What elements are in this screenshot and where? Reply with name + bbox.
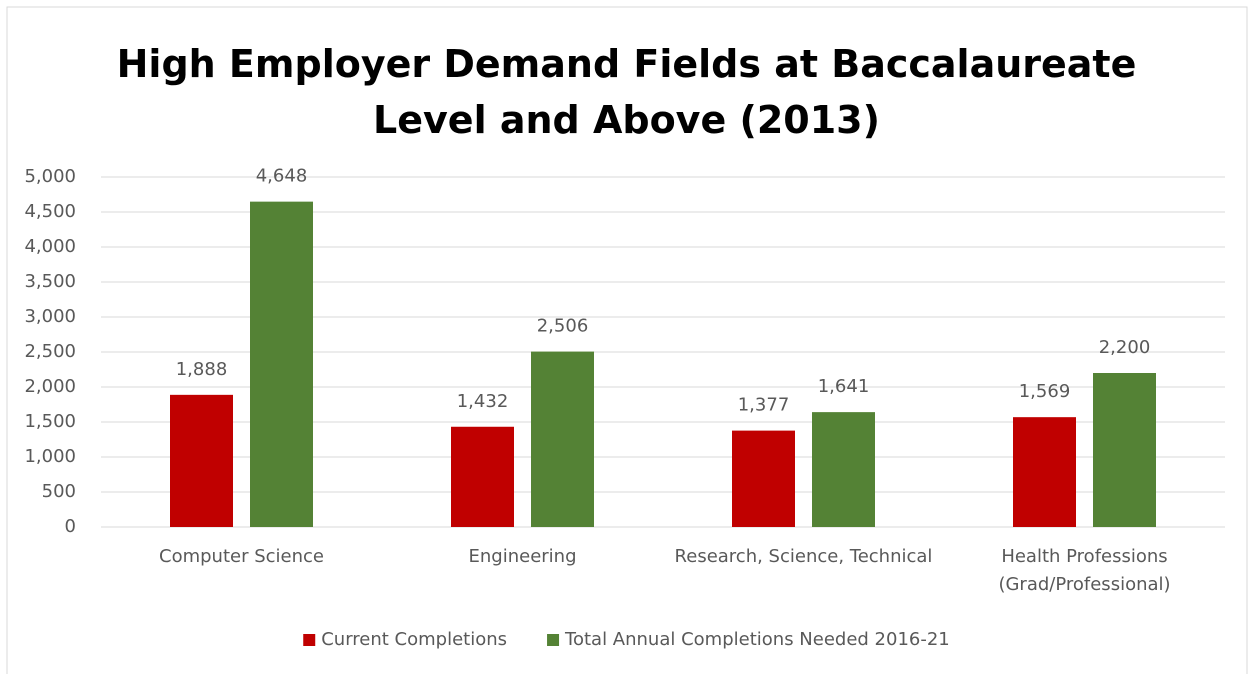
y-tick-label: 4,000 — [24, 236, 76, 257]
y-tick-label: 500 — [42, 481, 76, 502]
y-tick-label: 4,500 — [24, 201, 76, 222]
y-tick-label: 3,500 — [24, 271, 76, 292]
y-tick-label: 2,500 — [24, 341, 76, 362]
legend-label: Total Annual Completions Needed 2016-21 — [564, 629, 950, 650]
x-tick-label: Health Professions (Grad/Professional) — [998, 546, 1171, 595]
x-tick-label: Computer Science — [159, 546, 324, 567]
bar — [170, 394, 233, 527]
bar — [1013, 417, 1076, 527]
data-label: 1,569 — [1019, 381, 1071, 402]
legend-label: Current Completions — [321, 629, 507, 650]
legend-swatch — [303, 634, 316, 646]
bar — [451, 426, 514, 527]
bar — [531, 351, 594, 527]
y-tick-label: 1,500 — [24, 411, 76, 432]
data-label: 2,506 — [537, 316, 589, 337]
chart-title: High Employer Demand Fields at Baccalaur… — [116, 42, 1137, 142]
y-tick-label: 2,000 — [24, 376, 76, 397]
x-tick-label: Engineering — [468, 546, 577, 567]
data-label: 4,648 — [256, 166, 308, 187]
data-label: 2,200 — [1099, 337, 1151, 358]
data-label: 1,641 — [818, 376, 870, 397]
data-label: 1,888 — [176, 359, 228, 380]
bar — [1093, 373, 1156, 527]
legend-swatch — [547, 634, 560, 646]
bar — [732, 430, 795, 527]
y-tick-label: 3,000 — [24, 306, 76, 327]
x-tick-label: Research, Science, Technical — [674, 546, 933, 567]
bar — [250, 201, 313, 527]
data-label: 1,377 — [738, 395, 790, 416]
data-label: 1,432 — [457, 391, 509, 412]
bar — [812, 412, 875, 527]
chart-border — [6, 6, 1248, 674]
y-tick-label: 5,000 — [24, 166, 76, 187]
y-tick-label: 1,000 — [24, 446, 76, 467]
y-tick-label: 0 — [65, 516, 76, 537]
